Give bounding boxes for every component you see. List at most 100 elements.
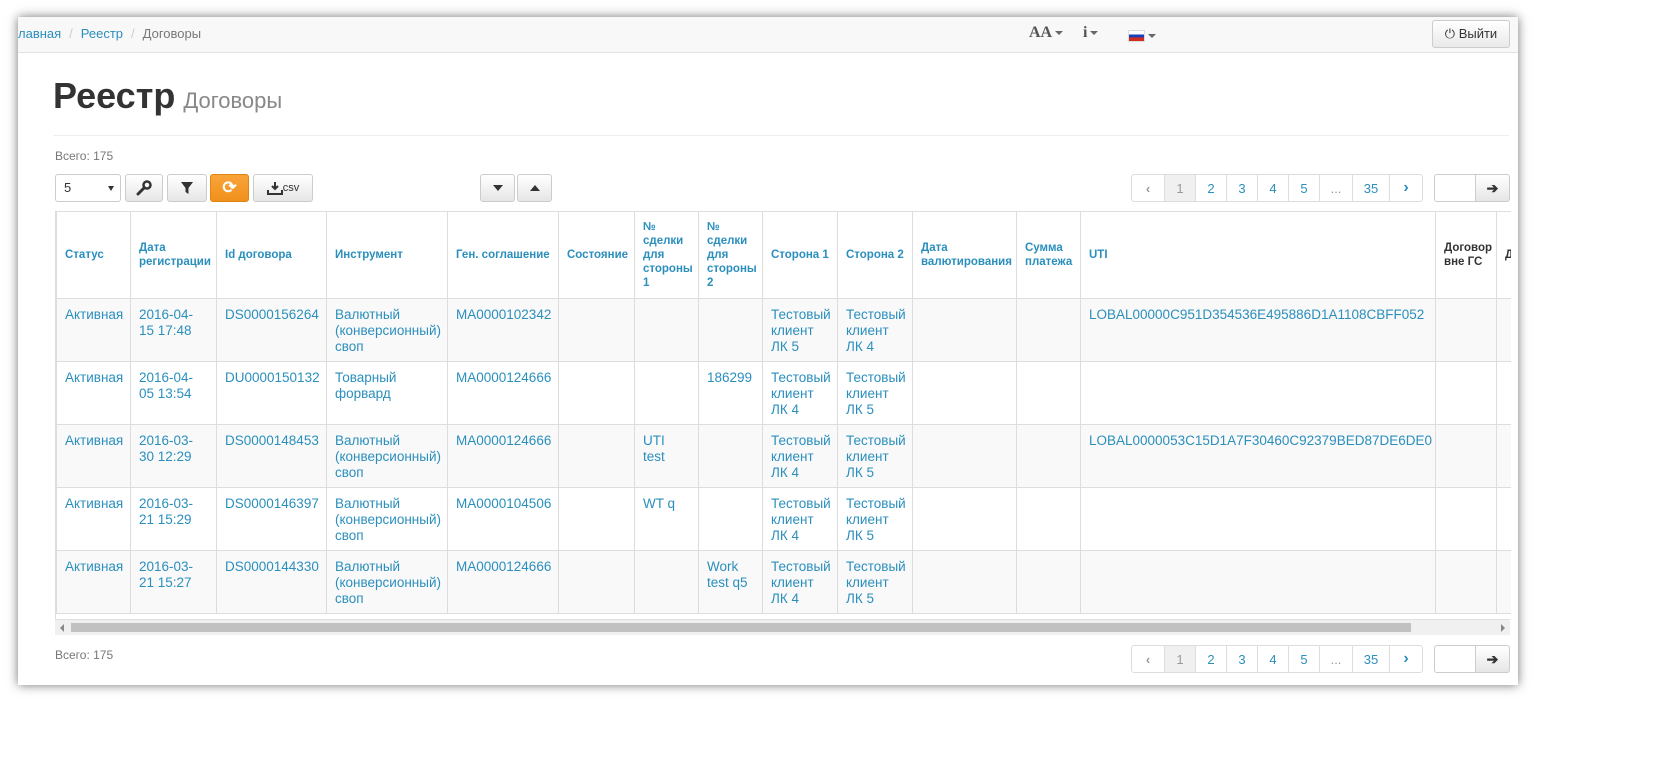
- table-cell[interactable]: Work test q5: [698, 550, 763, 614]
- scrollbar-thumb[interactable]: [71, 623, 1411, 632]
- table-cell[interactable]: 2016-04-15 17:48: [130, 298, 217, 362]
- breadcrumb-home[interactable]: лавная: [18, 26, 62, 41]
- page-button[interactable]: 2: [1195, 645, 1227, 673]
- table-cell[interactable]: MA0000102342: [447, 298, 559, 362]
- page-button[interactable]: 35: [1352, 645, 1390, 673]
- table-cell[interactable]: Активная: [56, 298, 131, 362]
- column-header-reg-date[interactable]: Дата регистрации: [130, 211, 217, 299]
- settings-button[interactable]: [125, 174, 163, 202]
- font-size-dropdown[interactable]: AA: [1029, 24, 1064, 42]
- table-row[interactable]: Активная 2016-03-30 12:29 DS0000148453 Валю…: [56, 424, 1511, 488]
- table-cell[interactable]: [912, 361, 1017, 425]
- table-cell[interactable]: [698, 298, 763, 362]
- table-cell[interactable]: MA0000104506: [447, 487, 559, 551]
- page-button[interactable]: 3: [1226, 174, 1258, 202]
- table-row[interactable]: Активная 2016-03-21 15:27 DS0000144330 Валю…: [56, 550, 1511, 614]
- table-cell[interactable]: [558, 298, 635, 362]
- table-cell[interactable]: [1016, 550, 1081, 614]
- table-cell[interactable]: [1435, 487, 1497, 551]
- table-cell[interactable]: 2016-03-21 15:27: [130, 550, 217, 614]
- table-cell[interactable]: Активная: [56, 361, 131, 425]
- scroll-right-icon[interactable]: [1501, 624, 1505, 632]
- table-cell[interactable]: LOBAL00000C951D354536E495886D1A1108CBFF0…: [1080, 298, 1436, 362]
- page-button[interactable]: 3: [1226, 645, 1258, 673]
- page-button[interactable]: 5: [1288, 174, 1320, 202]
- table-row[interactable]: Активная 2016-04-05 13:54 DU0000150132 Това…: [56, 361, 1511, 425]
- table-cell[interactable]: [912, 298, 1017, 362]
- page-button[interactable]: 1: [1164, 174, 1196, 202]
- page-button[interactable]: 1: [1164, 645, 1196, 673]
- column-header-party-1[interactable]: Сторона 1: [762, 211, 838, 299]
- table-cell[interactable]: Тестовый клиент ЛК 4: [762, 424, 838, 488]
- table-cell[interactable]: Валютный (конверсионный) своп: [326, 550, 448, 614]
- table-cell[interactable]: DS0000156264: [216, 298, 327, 362]
- table-cell[interactable]: Активная: [56, 487, 131, 551]
- table-cell[interactable]: [1016, 361, 1081, 425]
- goto-page-button[interactable]: ➔: [1475, 645, 1510, 673]
- table-cell[interactable]: 2016-03-21 15:29: [130, 487, 217, 551]
- table-cell[interactable]: UTI test: [634, 424, 699, 488]
- column-header-value-date[interactable]: Дата валютирования: [912, 211, 1017, 299]
- column-header-state[interactable]: Состояние: [558, 211, 635, 299]
- refresh-button[interactable]: ⟳: [210, 174, 249, 202]
- filter-button[interactable]: [167, 174, 207, 202]
- table-cell[interactable]: [1016, 424, 1081, 488]
- export-csv-button[interactable]: csv: [253, 174, 313, 202]
- table-cell[interactable]: [1016, 298, 1081, 362]
- prev-page-button[interactable]: ‹: [1131, 645, 1165, 673]
- column-header-deal-no-side-1[interactable]: № сделки для стороны 1: [634, 211, 699, 299]
- table-cell[interactable]: [1496, 298, 1511, 362]
- table-cell[interactable]: Тестовый клиент ЛК 5: [837, 424, 913, 488]
- table-cell[interactable]: [698, 487, 763, 551]
- table-cell[interactable]: MA0000124666: [447, 361, 559, 425]
- table-cell[interactable]: [558, 550, 635, 614]
- table-cell[interactable]: [1496, 487, 1511, 551]
- table-cell[interactable]: [1435, 298, 1497, 362]
- table-cell[interactable]: Активная: [56, 550, 131, 614]
- page-size-select[interactable]: 5: [55, 174, 121, 202]
- table-cell[interactable]: [1080, 361, 1436, 425]
- horizontal-scrollbar[interactable]: [55, 619, 1510, 635]
- table-cell[interactable]: DS0000146397: [216, 487, 327, 551]
- table-cell[interactable]: DU0000150132: [216, 361, 327, 425]
- table-cell[interactable]: [558, 424, 635, 488]
- table-cell[interactable]: Тестовый клиент ЛК 5: [762, 298, 838, 362]
- table-cell[interactable]: [1496, 361, 1511, 425]
- table-cell[interactable]: Товарный форвард: [326, 361, 448, 425]
- table-cell[interactable]: [698, 424, 763, 488]
- table-cell[interactable]: Валютный (конверсионный) своп: [326, 298, 448, 362]
- table-cell[interactable]: [1080, 550, 1436, 614]
- table-cell[interactable]: Валютный (конверсионный) своп: [326, 487, 448, 551]
- table-cell[interactable]: [558, 487, 635, 551]
- table-cell[interactable]: [634, 298, 699, 362]
- table-cell[interactable]: [634, 361, 699, 425]
- table-cell[interactable]: Тестовый клиент ЛК 4: [762, 361, 838, 425]
- column-header-payment-amount[interactable]: Сумма платежа: [1016, 211, 1081, 299]
- language-dropdown[interactable]: [1128, 27, 1156, 42]
- table-cell[interactable]: [1080, 487, 1436, 551]
- column-header-party-2[interactable]: Сторона 2: [837, 211, 913, 299]
- table-cell[interactable]: 2016-04-05 13:54: [130, 361, 217, 425]
- next-page-button[interactable]: ›: [1389, 645, 1423, 673]
- table-cell[interactable]: MA0000124666: [447, 424, 559, 488]
- table-cell[interactable]: Тестовый клиент ЛК 5: [837, 550, 913, 614]
- table-cell[interactable]: [1435, 550, 1497, 614]
- column-header-instrument[interactable]: Инструмент: [326, 211, 448, 299]
- prev-page-button[interactable]: ‹: [1131, 174, 1165, 202]
- page-button[interactable]: 2: [1195, 174, 1227, 202]
- table-cell[interactable]: [1496, 424, 1511, 488]
- table-cell[interactable]: Валютный (конверсионный) своп: [326, 424, 448, 488]
- column-header-deal-no-side-2[interactable]: № сделки для стороны 2: [698, 211, 763, 299]
- table-cell[interactable]: Тестовый клиент ЛК 5: [837, 361, 913, 425]
- table-cell[interactable]: [1496, 550, 1511, 614]
- goto-page-input[interactable]: [1434, 645, 1476, 673]
- table-cell[interactable]: [912, 424, 1017, 488]
- collapse-rows-button[interactable]: [517, 174, 552, 202]
- breadcrumb-registry[interactable]: Реестр: [80, 26, 124, 41]
- table-cell[interactable]: Активная: [56, 424, 131, 488]
- page-button[interactable]: 4: [1257, 645, 1289, 673]
- next-page-button[interactable]: ›: [1389, 174, 1423, 202]
- table-cell[interactable]: 186299: [698, 361, 763, 425]
- table-cell[interactable]: [1435, 361, 1497, 425]
- table-cell[interactable]: DS0000144330: [216, 550, 327, 614]
